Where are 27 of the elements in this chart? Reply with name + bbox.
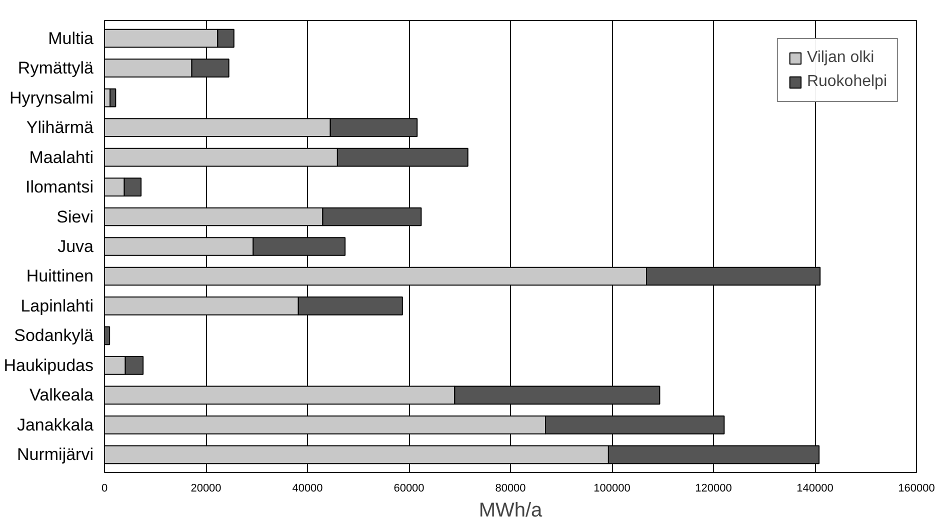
y-tick-label: Maalahti (29, 148, 94, 167)
x-tick-label: 80000 (495, 482, 526, 494)
y-tick-label: Huittinen (26, 266, 94, 286)
y-tick-label: Sievi (56, 207, 94, 226)
x-tick-label: 60000 (394, 482, 424, 494)
legend-label: Viljan olki (806, 49, 874, 67)
x-tick-label: 0 (101, 482, 108, 494)
y-tick-label: Rymättylä (18, 58, 94, 78)
x-axis-title: MWh/a (478, 500, 544, 522)
legend-label: Ruokohelpi (806, 73, 887, 91)
y-tick-label: Valkeala (30, 386, 94, 405)
y-tick-label: Haukipudas (4, 356, 94, 375)
x-tick-label: 40000 (292, 482, 323, 494)
y-tick-label: Ylihärmä (26, 118, 94, 138)
x-tick-label: 160000 (898, 482, 935, 494)
x-tick-label: 140000 (796, 482, 834, 494)
y-tick-label: Janakkala (16, 415, 94, 434)
x-tick-label: 120000 (695, 482, 732, 494)
y-tick-label: Lapinlahti (20, 296, 94, 316)
y-tick-label: Sodankylä (14, 326, 94, 346)
y-tick-label: Ilomantsi (25, 178, 94, 197)
x-tick-label: 100000 (594, 482, 630, 494)
y-tick-label: Nurmijärvi (17, 445, 94, 464)
y-tick-label: Juva (58, 237, 94, 256)
x-tick-label: 20000 (190, 482, 222, 494)
y-tick-label: Multia (48, 28, 94, 48)
y-tick-label: Hyrynsalmi (9, 88, 94, 108)
